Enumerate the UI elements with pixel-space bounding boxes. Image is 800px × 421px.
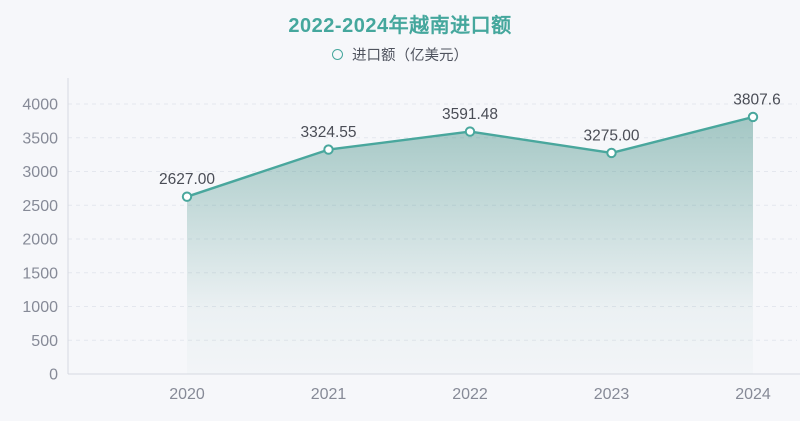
- y-axis-tick-label: 1000: [22, 299, 58, 316]
- legend-item-imports[interactable]: 进口额（亿美元）: [332, 44, 468, 65]
- y-axis-tick-label: 4000: [22, 97, 58, 114]
- x-axis-tick-label: 2024: [735, 386, 771, 403]
- data-point-label: 3324.55: [300, 124, 356, 141]
- legend: 进口额（亿美元）: [0, 44, 800, 65]
- legend-label: 进口额（亿美元）: [352, 48, 468, 64]
- data-point[interactable]: [323, 144, 334, 155]
- data-point[interactable]: [606, 147, 617, 159]
- data-point[interactable]: [464, 126, 476, 137]
- y-axis-tick-label: 500: [31, 333, 58, 350]
- y-axis-tick-label: 1500: [22, 265, 58, 282]
- y-axis-tick-label: 3500: [22, 130, 58, 147]
- y-axis-tick-label: 2500: [22, 198, 58, 215]
- y-axis-tick-label: 2000: [22, 232, 58, 249]
- y-axis-tick-label: 0: [49, 367, 58, 384]
- y-axis-tick-label: 3000: [22, 164, 58, 181]
- x-axis-tick-label: 2023: [594, 386, 630, 403]
- legend-circle-icon: [332, 49, 343, 60]
- chart-title: 2022-2024年越南进口额: [288, 15, 512, 37]
- data-point[interactable]: [181, 191, 193, 202]
- x-axis-tick-label: 2021: [311, 386, 347, 403]
- x-axis-tick-label: 2022: [452, 386, 488, 403]
- data-point-label: 3807.6: [733, 91, 780, 108]
- data-point-label: 2627.00: [159, 171, 215, 188]
- data-point-label: 3275.00: [583, 127, 639, 144]
- series-area: [187, 116, 753, 374]
- data-point[interactable]: [747, 111, 759, 123]
- x-axis-tick-label: 2020: [169, 386, 205, 403]
- data-point-label: 3591.48: [442, 106, 498, 123]
